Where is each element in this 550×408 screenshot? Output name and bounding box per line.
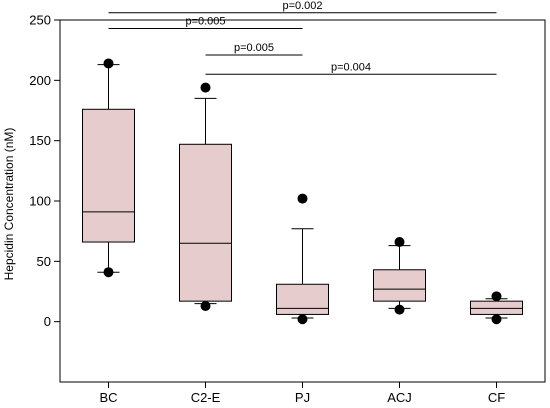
y-tick-label: 250 xyxy=(29,13,51,28)
box-acj xyxy=(374,237,426,315)
outlier-point xyxy=(492,291,502,301)
significance-bracket: p=0.002 xyxy=(109,0,497,13)
box-cf xyxy=(471,291,523,324)
x-tick-label: PJ xyxy=(295,390,310,405)
significance-bracket: p=0.004 xyxy=(206,61,497,74)
p-value-label: p=0.004 xyxy=(331,61,371,73)
outlier-point xyxy=(201,83,211,93)
y-axis: 0 50 100 150 200 250 xyxy=(29,13,60,330)
x-tick-label: CF xyxy=(488,390,505,405)
y-tick-label: 50 xyxy=(37,254,51,269)
outlier-point xyxy=(492,314,502,324)
significance-layer: p=0.002 p=0.005 p=0.005 p=0.004 xyxy=(109,0,497,74)
box-bc xyxy=(83,58,135,277)
outlier-point xyxy=(395,305,405,315)
iqr-box xyxy=(374,270,426,301)
iqr-box xyxy=(471,301,523,314)
iqr-box xyxy=(277,284,329,314)
boxes-layer xyxy=(83,58,523,324)
iqr-box xyxy=(180,144,232,301)
y-tick-label: 0 xyxy=(44,314,51,329)
x-tick-label: BC xyxy=(99,390,117,405)
p-value-label: p=0.005 xyxy=(234,42,274,54)
y-tick-label: 150 xyxy=(29,133,51,148)
outlier-point xyxy=(395,237,405,247)
x-axis: BC C2-E PJ ACJ CF xyxy=(99,382,505,405)
x-tick-label: ACJ xyxy=(387,390,412,405)
outlier-point xyxy=(104,58,114,68)
box-pj xyxy=(277,194,329,325)
y-tick-label: 100 xyxy=(29,194,51,209)
p-value-label: p=0.002 xyxy=(282,0,322,12)
y-axis-label: Hepcidin Concentration (nM) xyxy=(2,128,16,281)
significance-bracket: p=0.005 xyxy=(206,42,303,55)
y-tick-label: 200 xyxy=(29,73,51,88)
significance-bracket: p=0.005 xyxy=(109,15,303,28)
p-value-label: p=0.005 xyxy=(185,15,225,27)
x-tick-label: C2-E xyxy=(191,390,221,405)
box-c2-e xyxy=(180,83,232,311)
outlier-point xyxy=(298,194,308,204)
outlier-point xyxy=(104,267,114,277)
iqr-box xyxy=(83,109,135,242)
outlier-point xyxy=(298,314,308,324)
outlier-point xyxy=(201,301,211,311)
